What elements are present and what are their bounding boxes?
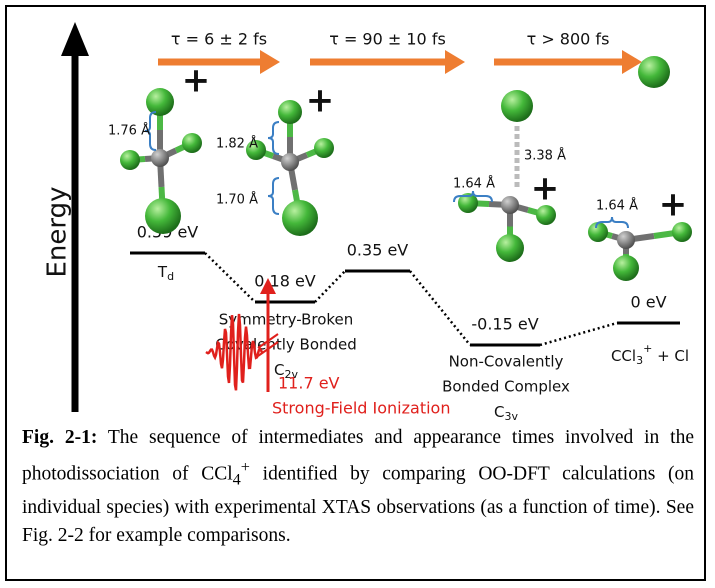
pump-energy: 11.7 eV xyxy=(278,374,340,393)
caption-text: The sequence of intermediates and appear… xyxy=(22,427,694,485)
chlorine-atom xyxy=(145,198,181,234)
energy-value: -0.15 eV xyxy=(471,315,538,334)
chlorine-atom xyxy=(246,140,266,160)
charge: + xyxy=(306,81,335,121)
pump-label: Strong-Field Ionization xyxy=(272,399,450,418)
connector xyxy=(409,270,471,346)
formula-sub: 4 xyxy=(232,469,241,488)
connector xyxy=(539,321,618,347)
chlorine-atom xyxy=(613,255,639,281)
lifetime-label: τ > 800 fs xyxy=(527,30,610,49)
figure: Energy τ = 6 ± 2 fs τ = 90 ± 10 fs τ > 800… xyxy=(43,22,692,421)
state-name: Symmetry-Broken xyxy=(219,311,354,329)
connector xyxy=(314,270,346,303)
products-sup: + xyxy=(643,342,652,355)
chlorine-atom xyxy=(501,90,533,122)
chlorine-atom xyxy=(588,222,608,242)
symmetry-sub: d xyxy=(167,270,174,283)
chlorine-atom xyxy=(638,56,670,88)
break-mark xyxy=(257,341,279,357)
symmetry: Td xyxy=(157,263,174,284)
symmetry-symbol: C xyxy=(494,403,504,421)
energy-arrowhead xyxy=(61,22,89,56)
bond-length: 1.64 Å xyxy=(596,198,638,214)
products: CCl3+ + Cl xyxy=(611,342,689,367)
carbon-atom xyxy=(281,153,299,171)
chlorine-atom xyxy=(146,88,174,116)
time-arrowhead xyxy=(260,50,280,74)
energy-label: Energy xyxy=(43,186,73,277)
charge: + xyxy=(182,61,211,101)
state-name: Non-Covalently xyxy=(449,353,564,371)
products-rest: + Cl xyxy=(652,347,689,365)
brace xyxy=(267,121,280,155)
state-name: Bonded Complex xyxy=(442,378,570,396)
lifetime-label: τ = 90 ± 10 fs xyxy=(329,30,446,49)
products-sub: 3 xyxy=(636,354,643,367)
symmetry: C3v xyxy=(494,403,518,421)
bond-length: 1.70 Å xyxy=(216,192,258,208)
brace xyxy=(453,190,493,203)
laser-pulse xyxy=(205,313,264,391)
caption-text: identified by comparing OO-DFT calculati… xyxy=(22,463,694,547)
break-mark xyxy=(257,333,279,349)
symmetry-symbol: C xyxy=(274,361,284,379)
products-base: CCl xyxy=(611,347,636,365)
chlorine-atom xyxy=(496,234,524,262)
carbon-atom xyxy=(151,149,169,167)
bond-length: 1.82 Å xyxy=(216,136,258,152)
symmetry-sub: 2v xyxy=(284,368,298,381)
bond-length: 3.38 Å xyxy=(524,148,566,164)
chlorine-atom xyxy=(458,193,478,213)
charge: + xyxy=(531,169,560,209)
symmetry-sub: 3v xyxy=(504,410,518,420)
brace xyxy=(595,216,629,229)
formula: CCl xyxy=(201,463,233,485)
caption: Fig. 2-1: The sequence of intermediates … xyxy=(22,424,694,551)
frame xyxy=(5,5,706,581)
chlorine-atom xyxy=(282,200,318,236)
chlorine-atom xyxy=(536,205,556,225)
brace xyxy=(144,111,157,151)
carbon-atom xyxy=(501,196,519,214)
ionization-arrowhead xyxy=(260,278,276,294)
chlorine-atom xyxy=(672,222,692,242)
symmetry-symbol: T xyxy=(157,263,168,281)
carbon-atom xyxy=(617,231,635,249)
chlorine-atom xyxy=(182,133,202,153)
lifetime-label: τ = 6 ± 2 fs xyxy=(171,30,267,49)
formula-sup: + xyxy=(240,457,250,476)
brace xyxy=(267,177,280,215)
energy-value: 0.35 eV xyxy=(347,241,409,260)
caption-label: Fig. 2-1: xyxy=(22,427,98,448)
chlorine-atom xyxy=(120,150,140,170)
time-arrowhead xyxy=(622,50,642,74)
symmetry: C2v xyxy=(274,361,298,382)
charge: + xyxy=(659,185,688,225)
connector xyxy=(204,252,256,303)
chlorine-atom xyxy=(314,138,334,158)
bond-length: 1.64 Å xyxy=(453,176,495,192)
bond-length: 1.76 Å xyxy=(108,123,150,139)
energy-value: 0 eV xyxy=(630,293,666,312)
time-arrowhead xyxy=(445,50,465,74)
chlorine-atom xyxy=(278,100,302,124)
